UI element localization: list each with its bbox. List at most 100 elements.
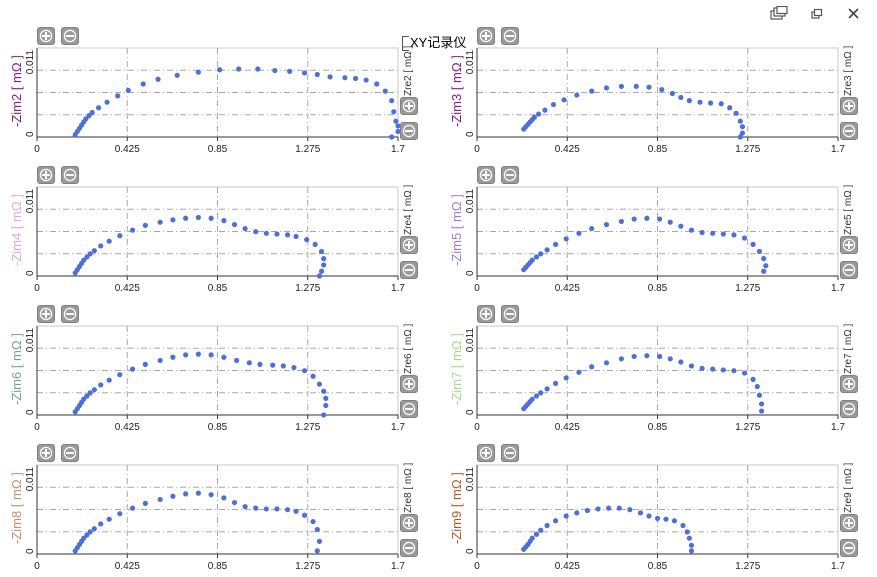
data-point	[74, 406, 80, 412]
x-zoom-in-button[interactable]	[840, 375, 858, 393]
x-zoom-in-button[interactable]	[400, 375, 418, 393]
data-point	[529, 396, 535, 402]
data-point	[272, 67, 278, 74]
x-zoom-in-button[interactable]	[840, 514, 858, 532]
data-point	[525, 541, 531, 548]
data-point	[739, 130, 746, 136]
data-point	[699, 229, 705, 236]
x-tick-label: 1.275	[735, 144, 760, 155]
data-point	[646, 513, 652, 519]
data-point	[157, 357, 163, 364]
zoom-out-button[interactable]	[61, 166, 79, 184]
data-point	[183, 352, 189, 358]
data-point	[595, 506, 601, 512]
x-zoom-in-button[interactable]	[400, 97, 418, 115]
data-point	[314, 548, 320, 554]
x-zoom-in-button[interactable]	[840, 97, 858, 115]
data-point	[72, 548, 78, 554]
data-point	[667, 219, 673, 225]
x-tick-label: 1.275	[295, 561, 320, 572]
y-tick-label: 0.011	[25, 189, 36, 214]
x-tick-label: 0	[34, 422, 40, 433]
data-point	[312, 241, 318, 247]
x-zoom-out-button[interactable]	[400, 261, 418, 279]
x-zoom-out-button[interactable]	[840, 539, 858, 557]
x-zoom-in-button[interactable]	[840, 236, 858, 254]
data-point	[301, 512, 308, 518]
data-point	[707, 100, 714, 106]
data-point	[756, 248, 763, 255]
data-point	[208, 492, 214, 498]
x-zoom-out-button[interactable]	[400, 122, 418, 140]
data-point	[231, 221, 238, 228]
data-point	[78, 538, 85, 544]
data-point	[686, 535, 692, 541]
window-title: XY记录仪	[402, 32, 466, 52]
x-tick-label: 1.275	[295, 144, 320, 155]
data-point	[129, 366, 136, 372]
data-point	[523, 544, 529, 550]
data-point	[293, 233, 299, 240]
y-tick-label: 0.011	[25, 328, 36, 353]
data-point	[98, 382, 104, 388]
zoom-out-button[interactable]	[61, 305, 79, 323]
restore-icon[interactable]	[808, 6, 826, 22]
zoom-in-button[interactable]	[37, 305, 55, 323]
data-point	[98, 243, 104, 249]
plot-frame	[476, 464, 839, 555]
zoom-out-button[interactable]	[61, 27, 79, 45]
data-point	[208, 352, 214, 358]
x-tick-label: 0	[34, 283, 40, 294]
x-zoom-out-button[interactable]	[840, 122, 858, 140]
zoom-in-button[interactable]	[477, 27, 495, 45]
zoom-in-button[interactable]	[37, 444, 55, 462]
zoom-in-button[interactable]	[477, 166, 495, 184]
y-tick-label: 0	[25, 548, 36, 554]
x-tick-label: 1.7	[831, 283, 845, 294]
zoom-out-button[interactable]	[501, 305, 519, 323]
y-tick-label: 0.011	[25, 467, 36, 492]
data-point	[316, 538, 323, 544]
x-zoom-out-button[interactable]	[400, 400, 418, 418]
x-tick-label: 1.7	[391, 144, 405, 155]
x-zoom-in-button[interactable]	[400, 514, 418, 532]
data-point	[246, 360, 252, 366]
x-zoom-out-button[interactable]	[400, 539, 418, 557]
data-point	[391, 109, 397, 115]
data-point	[382, 88, 388, 94]
data-point	[321, 388, 327, 394]
data-point	[710, 230, 716, 236]
data-point	[552, 380, 559, 386]
zoom-in-button[interactable]	[37, 166, 55, 184]
x-tick-label: 1.7	[831, 561, 845, 572]
close-icon[interactable]	[845, 6, 863, 22]
y-tick-label: 0.011	[465, 189, 476, 214]
tile-windows-icon[interactable]	[770, 5, 788, 22]
x-tick-label: 0.85	[648, 283, 668, 294]
zoom-in-button[interactable]	[477, 444, 495, 462]
zoom-out-button[interactable]	[61, 444, 79, 462]
x-zoom-out-button[interactable]	[840, 400, 858, 418]
x-zoom-in-button[interactable]	[400, 236, 418, 254]
data-point	[323, 402, 329, 409]
zoom-out-button[interactable]	[501, 27, 519, 45]
zoom-out-button[interactable]	[501, 444, 519, 462]
zoom-out-button[interactable]	[501, 166, 519, 184]
zoom-in-button[interactable]	[477, 305, 495, 323]
data-point	[95, 105, 102, 111]
data-point	[76, 402, 83, 409]
data-point	[310, 518, 316, 525]
data-point	[686, 98, 692, 104]
x-zoom-out-button[interactable]	[840, 261, 858, 279]
data-point	[563, 236, 569, 242]
data-point	[83, 116, 89, 122]
data-point	[314, 526, 320, 533]
zoom-in-button[interactable]	[37, 27, 55, 45]
x-tick-label: 0.425	[115, 144, 140, 155]
data-point	[521, 406, 527, 412]
data-point	[221, 354, 227, 360]
data-point	[280, 363, 286, 369]
data-point	[538, 251, 544, 257]
